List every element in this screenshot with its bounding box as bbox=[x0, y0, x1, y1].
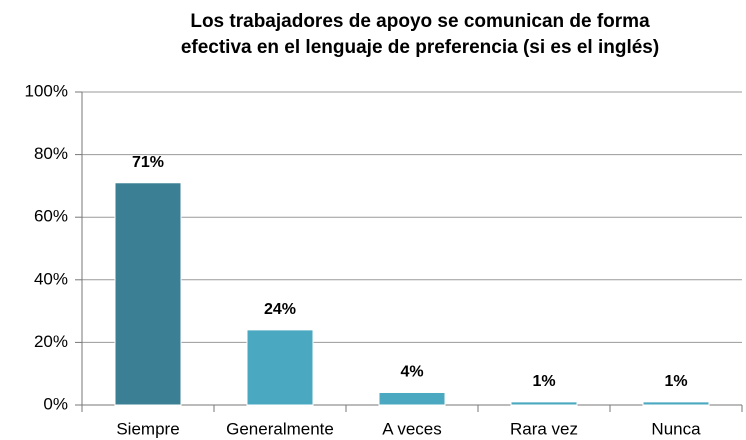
value-label: 1% bbox=[532, 373, 555, 390]
y-tick-label: 100% bbox=[25, 81, 68, 100]
x-tick-label: Nunca bbox=[651, 419, 701, 438]
bar bbox=[510, 401, 578, 406]
bar bbox=[246, 329, 314, 406]
value-label: 4% bbox=[400, 364, 423, 381]
bar bbox=[114, 182, 182, 406]
y-tick-label: 40% bbox=[34, 269, 68, 288]
value-label: 71% bbox=[132, 154, 164, 171]
y-tick-label: 80% bbox=[34, 144, 68, 163]
x-tick-label: Siempre bbox=[116, 419, 179, 438]
y-tick-label: 0% bbox=[43, 394, 68, 413]
bar bbox=[642, 401, 710, 406]
bar bbox=[378, 391, 446, 406]
x-tick-label: Generalmente bbox=[226, 419, 334, 438]
y-tick-label: 60% bbox=[34, 207, 68, 226]
value-label: 24% bbox=[264, 301, 296, 318]
y-tick-label: 20% bbox=[34, 332, 68, 351]
x-tick-label: A veces bbox=[382, 419, 442, 438]
chart-title: efectiva en el lenguaje de preferencia (… bbox=[181, 37, 659, 58]
x-tick-label: Rara vez bbox=[510, 419, 578, 438]
value-label: 1% bbox=[664, 373, 687, 390]
chart-title: Los trabajadores de apoyo se comunican d… bbox=[190, 11, 650, 32]
